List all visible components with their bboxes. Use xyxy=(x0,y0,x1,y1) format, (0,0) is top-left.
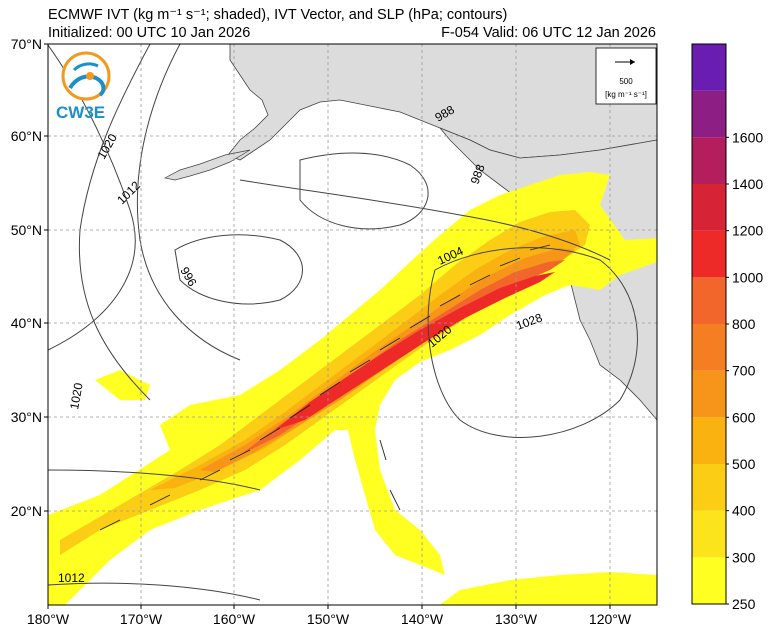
lon-label-170w: 170°W xyxy=(120,611,163,627)
colorbar-swatch xyxy=(692,557,726,604)
colorbar-swatch xyxy=(692,230,726,278)
colorbar-labels: 250 300 400 500 600 700 800 1000 1200 1400 1600 xyxy=(726,129,763,612)
colorbar-label: 1400 xyxy=(732,176,763,192)
colorbar-swatch xyxy=(692,417,726,464)
colorbar-swatch xyxy=(692,324,726,371)
colorbar-swatch xyxy=(692,44,726,91)
map-frame xyxy=(47,43,658,606)
lon-label-140w: 140°W xyxy=(401,611,444,627)
ivt-colorbar xyxy=(691,43,727,605)
colorbar-label: 700 xyxy=(732,363,756,379)
lon-label-150w: 150°W xyxy=(307,611,350,627)
initialized-time: Initialized: 00 UTC 10 Jan 2026 xyxy=(48,25,251,41)
colorbar-swatch xyxy=(692,184,726,231)
cw3e-logo: CW3E xyxy=(56,51,111,122)
isobar-label: 1020 xyxy=(67,381,85,410)
reference-vector-units: [kg m⁻¹ s⁻¹] xyxy=(605,90,647,99)
colorbar-label: 800 xyxy=(732,316,756,332)
colorbar-label: 1600 xyxy=(732,129,763,145)
lon-label-180w: 180°W xyxy=(27,611,70,627)
colorbar-label: 400 xyxy=(732,503,756,519)
lat-label-50n: 50°N xyxy=(11,222,42,238)
axis-ticks xyxy=(44,43,611,609)
british-columbia-coast xyxy=(439,127,657,421)
ivt-vectors xyxy=(99,244,551,531)
colorbar-label: 500 xyxy=(732,456,756,472)
lat-label-70n: 70°N xyxy=(11,36,42,52)
latitude-labels: 70°N 60°N 50°N 40°N 30°N 20°N xyxy=(11,36,42,519)
valid-time: F-054 Valid: 06 UTC 12 Jan 2026 xyxy=(441,25,656,41)
cw3e-logo-icon xyxy=(61,51,111,101)
colorbar-swatch xyxy=(692,370,726,418)
colorbar-label: 1000 xyxy=(732,269,763,285)
colorbar-swatch xyxy=(692,137,726,184)
isobar-label: 1012 xyxy=(58,571,85,585)
colorbar-swatch xyxy=(692,464,726,511)
lon-label-120w: 120°W xyxy=(589,611,632,627)
lat-label-30n: 30°N xyxy=(11,409,42,425)
lat-label-60n: 60°N xyxy=(11,128,42,144)
colorbar-swatch xyxy=(692,510,726,558)
lat-label-40n: 40°N xyxy=(11,315,42,331)
reference-vector-box: 500 [kg m⁻¹ s⁻¹] xyxy=(595,47,657,105)
colorbar-label: 600 xyxy=(732,409,756,425)
lat-label-20n: 20°N xyxy=(11,503,42,519)
colorbar-swatch xyxy=(692,277,726,324)
colorbar-swatch xyxy=(692,90,726,138)
logo-text: CW3E xyxy=(56,103,105,122)
longitude-labels: 180°W 170°W 160°W 150°W 140°W 130°W 120°… xyxy=(27,611,632,627)
colorbar-label: 250 xyxy=(732,596,756,612)
colorbar-label: 300 xyxy=(732,549,756,565)
reference-vector-value: 500 xyxy=(619,77,633,86)
isobar-label: 988 xyxy=(468,162,488,186)
map-title: ECMWF IVT (kg m⁻¹ s⁻¹; shaded), IVT Vect… xyxy=(48,7,508,23)
colorbar-label: 1200 xyxy=(732,223,763,239)
alaska-peninsula xyxy=(163,149,251,181)
lon-label-130w: 130°W xyxy=(495,611,538,627)
lon-label-160w: 160°W xyxy=(213,611,256,627)
